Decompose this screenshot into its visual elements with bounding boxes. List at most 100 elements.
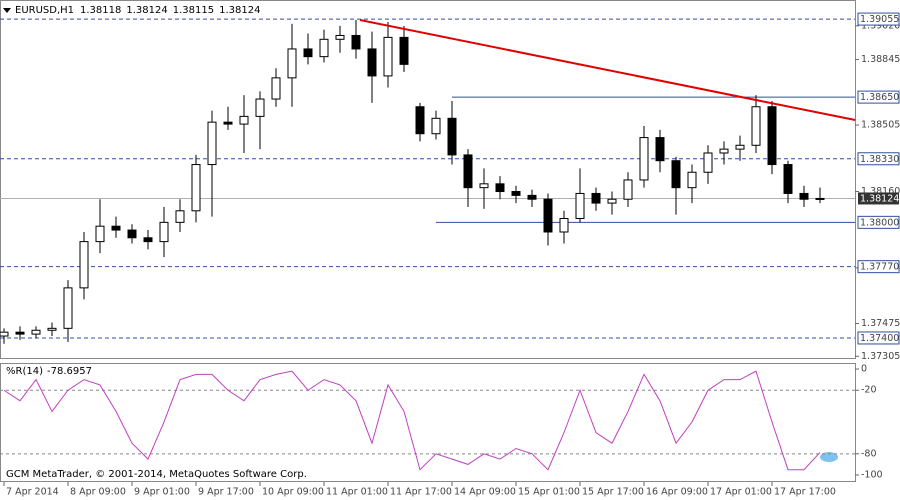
candle-body [143, 237, 153, 243]
candle-body [559, 217, 569, 233]
level-label-box [857, 90, 900, 104]
y-tick-label: 1.39020 [861, 20, 900, 31]
x-tick-label: 17 Apr 01:00 [710, 487, 772, 498]
candle-body [431, 117, 441, 135]
level-label-box [857, 12, 900, 26]
candle-body [415, 106, 425, 135]
candle-body [271, 77, 281, 100]
candle-body [175, 210, 185, 223]
y-tick-label: -100 [861, 470, 883, 481]
candle-body [735, 144, 745, 150]
candle-body [767, 106, 777, 166]
quote-low: 1.38115 [173, 5, 214, 16]
indicator-value: -78.6957 [47, 366, 92, 377]
candle-body [623, 179, 633, 200]
y-tick-label: -80 [861, 448, 877, 459]
x-tick-label: 11 Apr 17:00 [390, 487, 452, 498]
main-pane [0, 0, 856, 359]
candle-body [335, 34, 345, 40]
candle-body [591, 192, 601, 204]
candle-body [447, 117, 457, 156]
indicator-pane [0, 363, 856, 482]
candle-body [191, 164, 201, 212]
current-price-label: 1.38124 [860, 193, 899, 204]
candle-body [463, 154, 473, 189]
candle-body [319, 38, 329, 58]
trendline [359, 19, 856, 122]
wpr-line [3, 370, 821, 471]
x-tick-label: 9 Apr 17:00 [198, 487, 254, 498]
level-label: 1.38000 [860, 217, 899, 228]
candle-body [367, 48, 377, 77]
chart-header: EURUSD,H1 1.38118 1.38124 1.38115 1.38124 [15, 5, 260, 16]
candle-body [607, 198, 617, 204]
candle-body [815, 197, 825, 200]
current-price-box [858, 192, 899, 205]
indicator-name: %R(14) [6, 366, 43, 377]
candle-body [207, 121, 217, 166]
level-label: 1.39055 [860, 14, 899, 25]
level-label: 1.38330 [860, 154, 899, 165]
level-label-box [857, 152, 900, 166]
candle-body [63, 287, 73, 329]
candle-body [223, 121, 233, 125]
y-tick-label: 1.37475 [861, 318, 900, 329]
x-tick-label: 8 Apr 09:00 [70, 487, 126, 498]
candle-body [719, 148, 729, 154]
indicator-header: %R(14) -78.6957 [6, 366, 92, 377]
y-tick-label: 1.37305 [861, 351, 900, 362]
candle-body [239, 115, 249, 125]
y-tick-label: -20 [861, 385, 877, 396]
candle-body [255, 98, 265, 117]
candle-body [527, 194, 537, 200]
candle-body [15, 331, 25, 335]
symbol: EURUSD,H1 [15, 5, 74, 16]
menu-arrow[interactable] [3, 8, 11, 13]
candle-body [383, 36, 393, 77]
candle-body [479, 183, 489, 189]
candle-body [351, 34, 361, 50]
candle-body [671, 160, 681, 189]
candle-body [655, 137, 665, 162]
level-label-box [857, 260, 900, 274]
cursor-highlight [820, 452, 838, 462]
candle-body [783, 164, 793, 194]
candle-body [0, 331, 9, 337]
candle-body [639, 137, 649, 181]
quote-high: 1.38124 [126, 5, 167, 16]
candle-body [31, 329, 41, 335]
candle-body [543, 198, 553, 233]
level-label: 1.37770 [860, 262, 899, 273]
x-tick-label: 14 Apr 09:00 [454, 487, 516, 498]
x-tick-label: 10 Apr 09:00 [262, 487, 324, 498]
candle-body [95, 225, 105, 243]
candle-body [703, 152, 713, 173]
level-label: 1.38650 [860, 92, 899, 103]
quote-open: 1.38118 [80, 5, 121, 16]
level-label-box [857, 215, 900, 229]
candle-body [111, 225, 121, 231]
candle-body [799, 192, 809, 200]
candle-body [287, 48, 297, 79]
x-tick-label: 17 Apr 17:00 [774, 487, 836, 498]
candle-body [575, 192, 585, 219]
level-label-box [857, 331, 900, 345]
candle-body [159, 221, 169, 243]
candle-body [511, 191, 521, 196]
level-label: 1.37400 [860, 333, 899, 344]
candle-body [399, 36, 409, 65]
y-tick-label: 1.38845 [861, 54, 900, 65]
candle-body [127, 229, 137, 239]
copyright: GCM MetaTrader, © 2001-2014, MetaQuotes … [6, 469, 307, 480]
candle-body [47, 327, 57, 331]
x-tick-label: 16 Apr 09:00 [646, 487, 708, 498]
candle-body [79, 241, 89, 289]
y-tick-label: 1.38505 [861, 120, 900, 131]
y-tick-label: 1.38160 [861, 186, 900, 197]
y-tick-label: 0 [861, 364, 867, 375]
x-tick-label: 15 Apr 01:00 [518, 487, 580, 498]
candle-body [751, 106, 761, 146]
x-tick-label: 9 Apr 01:00 [134, 487, 190, 498]
quote-close: 1.38124 [219, 5, 260, 16]
